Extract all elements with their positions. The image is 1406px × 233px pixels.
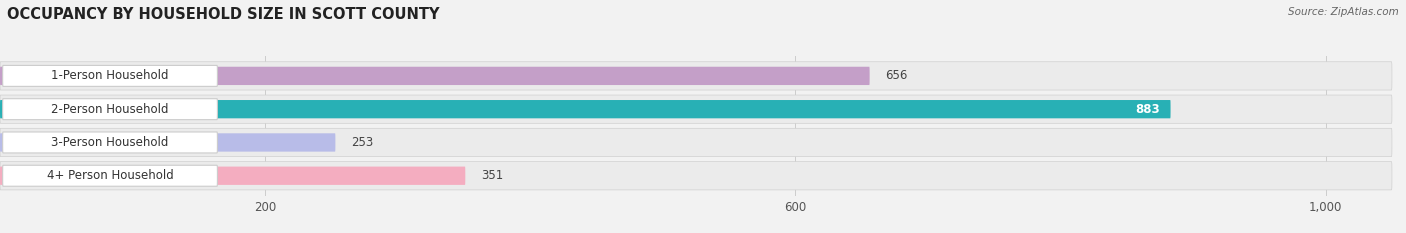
FancyBboxPatch shape <box>3 65 218 86</box>
Text: 1-Person Household: 1-Person Household <box>51 69 169 82</box>
FancyBboxPatch shape <box>0 67 870 85</box>
FancyBboxPatch shape <box>0 62 1392 90</box>
FancyBboxPatch shape <box>0 133 336 152</box>
Text: 883: 883 <box>1135 103 1160 116</box>
Text: 656: 656 <box>886 69 908 82</box>
FancyBboxPatch shape <box>3 132 218 153</box>
FancyBboxPatch shape <box>0 95 1392 123</box>
FancyBboxPatch shape <box>0 128 1392 157</box>
Text: Source: ZipAtlas.com: Source: ZipAtlas.com <box>1288 7 1399 17</box>
FancyBboxPatch shape <box>0 100 1171 118</box>
FancyBboxPatch shape <box>3 99 218 120</box>
FancyBboxPatch shape <box>0 162 1392 190</box>
FancyBboxPatch shape <box>3 165 218 186</box>
Text: 3-Person Household: 3-Person Household <box>52 136 169 149</box>
Text: 351: 351 <box>481 169 503 182</box>
Text: 4+ Person Household: 4+ Person Household <box>46 169 173 182</box>
Text: OCCUPANCY BY HOUSEHOLD SIZE IN SCOTT COUNTY: OCCUPANCY BY HOUSEHOLD SIZE IN SCOTT COU… <box>7 7 440 22</box>
Text: 2-Person Household: 2-Person Household <box>51 103 169 116</box>
FancyBboxPatch shape <box>0 167 465 185</box>
Text: 253: 253 <box>352 136 374 149</box>
